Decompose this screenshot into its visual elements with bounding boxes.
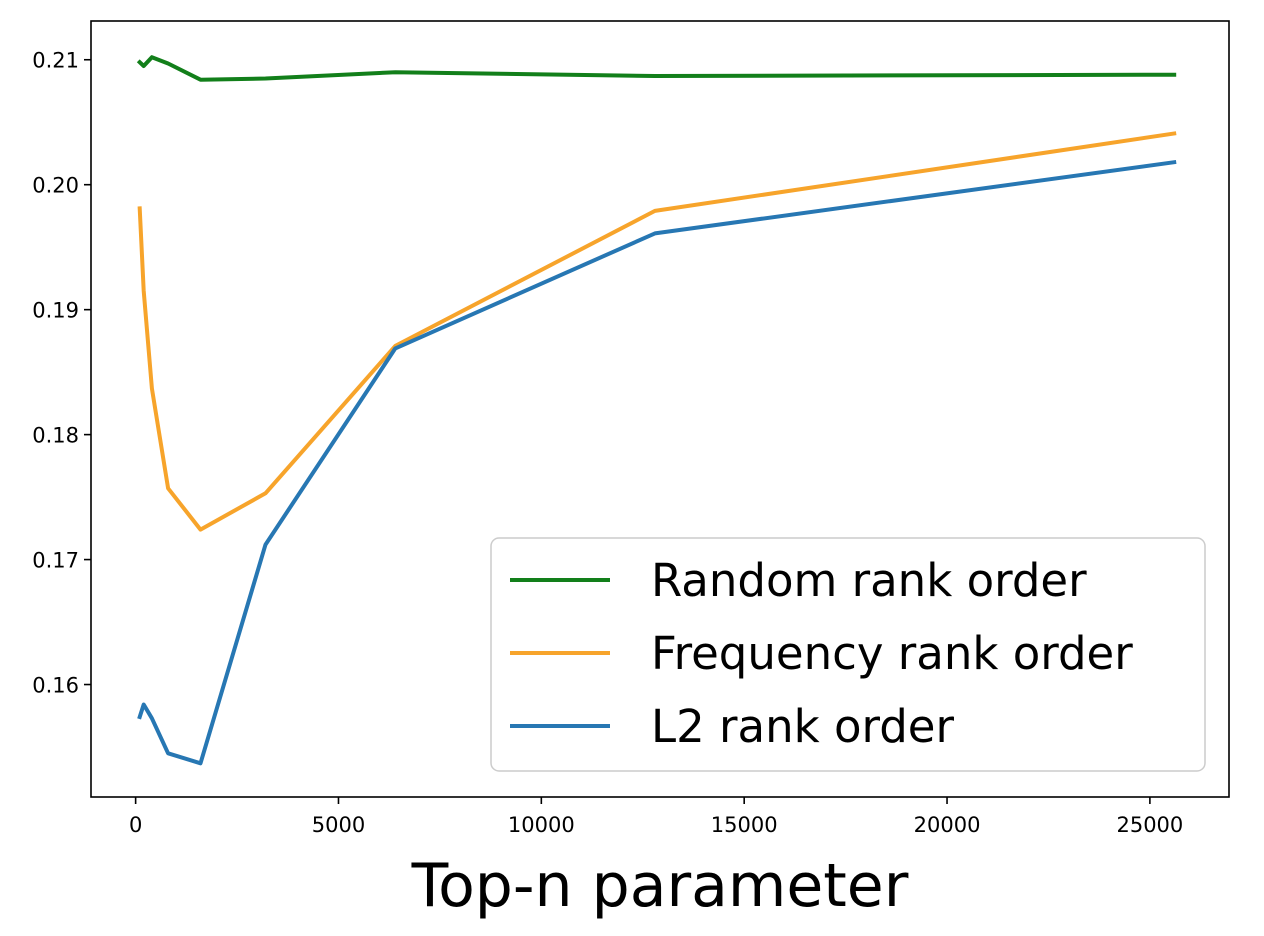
x-tick-label: 20000 (914, 813, 981, 837)
legend-frame (490, 537, 1206, 772)
x-axis-title: Top-n parameter (411, 851, 909, 921)
x-tick-label: 10000 (508, 813, 575, 837)
series-layer (136, 55, 1177, 766)
y-tick-label: 0.18 (32, 424, 79, 448)
y-tick-label: 0.20 (32, 174, 79, 198)
y-tick-label: 0.17 (32, 549, 79, 573)
legend-label-1: Frequency rank order (651, 627, 1133, 680)
series-line-2 (137, 159, 1177, 766)
y-tick-label: 0.21 (32, 49, 79, 73)
x-tick-label: 25000 (1116, 813, 1183, 837)
legend: Random rank order Frequency rank order L2 … (490, 537, 1206, 772)
x-tick-label: 0 (129, 813, 142, 837)
legend-label-0: Random rank order (651, 554, 1087, 607)
y-tick-label: 0.19 (32, 299, 79, 323)
series-line-0 (136, 55, 1177, 82)
x-axis-ticks: 0 5000 10000 15000 20000 25000 (129, 797, 1183, 837)
series-line-1 (137, 131, 1177, 532)
y-axis-ticks: 0.16 0.17 0.18 0.19 0.20 0.21 (32, 49, 91, 698)
x-tick-label: 5000 (312, 813, 365, 837)
x-tick-label: 15000 (711, 813, 778, 837)
y-tick-label: 0.16 (32, 674, 79, 698)
plot-frame (90, 20, 1230, 798)
legend-label-2: L2 rank order (651, 700, 954, 753)
